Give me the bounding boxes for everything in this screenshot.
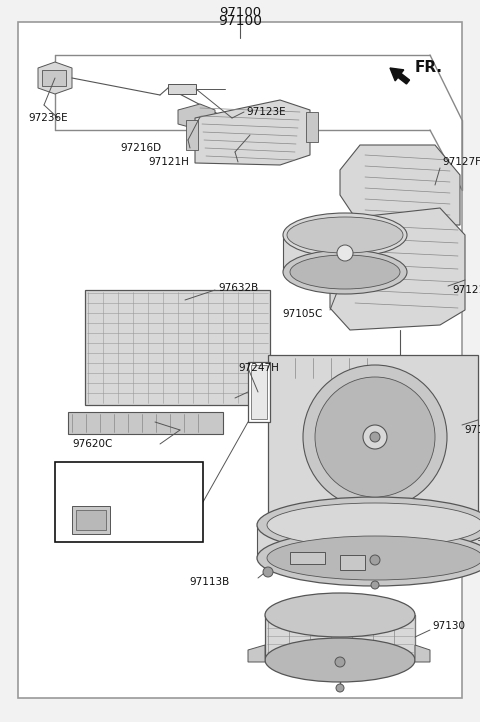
Circle shape bbox=[335, 657, 345, 667]
Bar bbox=[168, 84, 196, 94]
Bar bbox=[340, 555, 365, 570]
Bar bbox=[290, 552, 325, 564]
Bar bbox=[76, 510, 106, 530]
Polygon shape bbox=[283, 235, 407, 272]
Text: 97236E: 97236E bbox=[28, 113, 68, 123]
Ellipse shape bbox=[257, 530, 480, 586]
Circle shape bbox=[371, 581, 379, 589]
Ellipse shape bbox=[315, 377, 435, 497]
Polygon shape bbox=[265, 615, 415, 660]
Text: 97113B: 97113B bbox=[190, 577, 230, 587]
Text: 97100: 97100 bbox=[218, 14, 262, 28]
Circle shape bbox=[336, 684, 344, 692]
Bar bbox=[72, 506, 110, 534]
Ellipse shape bbox=[257, 497, 480, 553]
Bar bbox=[42, 70, 66, 86]
Text: 97100: 97100 bbox=[219, 6, 261, 19]
Ellipse shape bbox=[265, 593, 415, 637]
Text: 97632B: 97632B bbox=[218, 283, 258, 293]
Circle shape bbox=[370, 432, 380, 442]
Ellipse shape bbox=[303, 365, 447, 509]
Bar bbox=[186, 120, 198, 150]
Polygon shape bbox=[178, 104, 215, 130]
Text: 97123E: 97123E bbox=[246, 107, 286, 117]
Text: 97176E: 97176E bbox=[62, 489, 102, 499]
Text: 97216D: 97216D bbox=[120, 143, 161, 153]
Ellipse shape bbox=[283, 213, 407, 257]
Text: 97127F: 97127F bbox=[442, 157, 480, 167]
Circle shape bbox=[263, 567, 273, 577]
Text: FR.: FR. bbox=[415, 61, 443, 76]
Polygon shape bbox=[340, 145, 460, 225]
Polygon shape bbox=[330, 208, 465, 330]
Circle shape bbox=[337, 245, 353, 261]
Ellipse shape bbox=[265, 638, 415, 682]
Text: (DATC): (DATC) bbox=[62, 473, 97, 483]
Text: 97121F: 97121F bbox=[452, 285, 480, 295]
Circle shape bbox=[363, 425, 387, 449]
Text: 97109D: 97109D bbox=[464, 425, 480, 435]
Polygon shape bbox=[38, 62, 72, 94]
Ellipse shape bbox=[287, 217, 403, 253]
Polygon shape bbox=[257, 525, 480, 558]
Bar bbox=[306, 112, 318, 142]
Text: 97130: 97130 bbox=[432, 621, 465, 631]
Ellipse shape bbox=[267, 536, 480, 580]
Polygon shape bbox=[195, 100, 310, 165]
Ellipse shape bbox=[283, 250, 407, 294]
Ellipse shape bbox=[267, 503, 480, 547]
Bar bbox=[268, 355, 478, 520]
Bar bbox=[85, 290, 270, 405]
Text: 97121H: 97121H bbox=[148, 157, 189, 167]
Polygon shape bbox=[248, 645, 265, 662]
Circle shape bbox=[370, 555, 380, 565]
Polygon shape bbox=[415, 645, 430, 662]
Bar bbox=[248, 362, 270, 422]
Text: 97247H: 97247H bbox=[238, 363, 279, 373]
Bar bbox=[68, 412, 223, 434]
Ellipse shape bbox=[290, 255, 400, 289]
Bar bbox=[55, 462, 203, 542]
Bar bbox=[251, 365, 267, 419]
Text: 97620C: 97620C bbox=[72, 439, 112, 449]
FancyArrow shape bbox=[390, 68, 409, 84]
Text: 97105C: 97105C bbox=[282, 309, 323, 319]
